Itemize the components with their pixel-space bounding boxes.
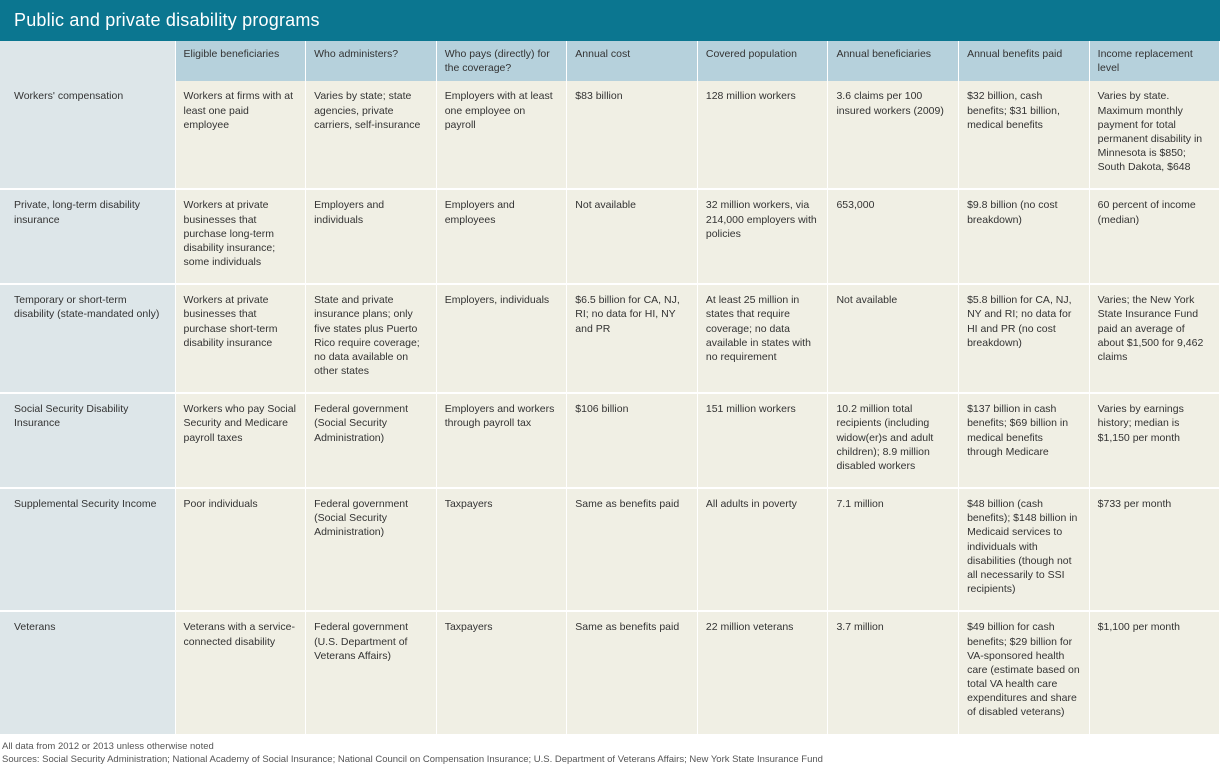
- cell: $32 billion, cash benefits; $31 billion,…: [959, 81, 1090, 189]
- table-row: Workers' compensation Workers at firms w…: [0, 81, 1220, 189]
- cell: Varies by earnings history; median is $1…: [1089, 393, 1220, 488]
- cell: Workers at firms with at least one paid …: [175, 81, 306, 189]
- cell: $49 billion for cash benefits; $29 billi…: [959, 611, 1090, 734]
- cell: State and private insurance plans; only …: [306, 284, 437, 393]
- cell: Varies by state; state agencies, private…: [306, 81, 437, 189]
- table-body: Workers' compensation Workers at firms w…: [0, 81, 1220, 734]
- cell: 10.2 million total recipients (including…: [828, 393, 959, 488]
- disability-programs-table: Eligible beneficiaries Who administers? …: [0, 41, 1220, 736]
- cell: 3.6 claims per 100 insured workers (2009…: [828, 81, 959, 189]
- cell: Same as benefits paid: [567, 488, 698, 611]
- row-label: Social Security Disability Insurance: [0, 393, 175, 488]
- table-row: Supplemental Security Income Poor indivi…: [0, 488, 1220, 611]
- cell: 32 million workers, via 214,000 employer…: [697, 189, 828, 284]
- cell: $6.5 billion for CA, NJ, RI; no data for…: [567, 284, 698, 393]
- col-header-eligible: Eligible beneficiaries: [175, 41, 306, 81]
- table-row: Temporary or short-term disability (stat…: [0, 284, 1220, 393]
- cell: Taxpayers: [436, 488, 567, 611]
- row-label: Private, long-term disability insurance: [0, 189, 175, 284]
- cell: Workers at private businesses that purch…: [175, 189, 306, 284]
- footnote-date-range: All data from 2012 or 2013 unless otherw…: [2, 740, 1218, 753]
- cell: $48 billion (cash benefits); $148 billio…: [959, 488, 1090, 611]
- col-header-administers: Who administers?: [306, 41, 437, 81]
- cell: $9.8 billion (no cost breakdown): [959, 189, 1090, 284]
- cell: Employers and workers through payroll ta…: [436, 393, 567, 488]
- cell: 60 percent of income (median): [1089, 189, 1220, 284]
- cell: Employers, individuals: [436, 284, 567, 393]
- cell: Workers at private businesses that purch…: [175, 284, 306, 393]
- cell: 3.7 million: [828, 611, 959, 734]
- cell: $733 per month: [1089, 488, 1220, 611]
- cell: Employers and employees: [436, 189, 567, 284]
- table-row: Private, long-term disability insurance …: [0, 189, 1220, 284]
- cell: Poor individuals: [175, 488, 306, 611]
- cell: Same as benefits paid: [567, 611, 698, 734]
- cell: Varies; the New York State Insurance Fun…: [1089, 284, 1220, 393]
- table-row: Social Security Disability Insurance Wor…: [0, 393, 1220, 488]
- cell: 653,000: [828, 189, 959, 284]
- cell: Not available: [567, 189, 698, 284]
- cell: Varies by state. Maximum monthly payment…: [1089, 81, 1220, 189]
- cell: Not available: [828, 284, 959, 393]
- cell: Veterans with a service-connected disabi…: [175, 611, 306, 734]
- cell: Taxpayers: [436, 611, 567, 734]
- footnote-sources: Sources: Social Security Administration;…: [2, 753, 1218, 766]
- cell: $137 billion in cash benefits; $69 billi…: [959, 393, 1090, 488]
- cell: Federal government (Social Security Admi…: [306, 393, 437, 488]
- col-header-annual-beneficiaries: Annual beneficiaries: [828, 41, 959, 81]
- cell: 7.1 million: [828, 488, 959, 611]
- cell: Federal government (U.S. Department of V…: [306, 611, 437, 734]
- cell: Workers who pay Social Security and Medi…: [175, 393, 306, 488]
- cell: 151 million workers: [697, 393, 828, 488]
- table-row: Veterans Veterans with a service-connect…: [0, 611, 1220, 734]
- row-label: Workers' compensation: [0, 81, 175, 189]
- col-header-covered-population: Covered population: [697, 41, 828, 81]
- footnote: All data from 2012 or 2013 unless otherw…: [0, 736, 1220, 766]
- cell: Employers with at least one employee on …: [436, 81, 567, 189]
- cell: $1,100 per month: [1089, 611, 1220, 734]
- cell: At least 25 million in states that requi…: [697, 284, 828, 393]
- row-label: Veterans: [0, 611, 175, 734]
- footnote-sources-text: Social Security Administration; National…: [42, 754, 823, 765]
- cell: 22 million veterans: [697, 611, 828, 734]
- table-title: Public and private disability programs: [0, 0, 1220, 41]
- row-label: Temporary or short-term disability (stat…: [0, 284, 175, 393]
- col-header-annual-benefits-paid: Annual benefits paid: [959, 41, 1090, 81]
- col-header-who-pays: Who pays (directly) for the coverage?: [436, 41, 567, 81]
- cell: All adults in poverty: [697, 488, 828, 611]
- cell: $83 billion: [567, 81, 698, 189]
- cell: $106 billion: [567, 393, 698, 488]
- row-label: Supplemental Security Income: [0, 488, 175, 611]
- cell: Employers and individuals: [306, 189, 437, 284]
- cell: $5.8 billion for CA, NJ, NY and RI; no d…: [959, 284, 1090, 393]
- header-row: Eligible beneficiaries Who administers? …: [0, 41, 1220, 81]
- col-header-annual-cost: Annual cost: [567, 41, 698, 81]
- cell: Federal government (Social Security Admi…: [306, 488, 437, 611]
- col-header-income-replacement: Income replacement level: [1089, 41, 1220, 81]
- col-header-blank: [0, 41, 175, 81]
- cell: 128 million workers: [697, 81, 828, 189]
- footnote-sources-label: Sources:: [2, 754, 40, 765]
